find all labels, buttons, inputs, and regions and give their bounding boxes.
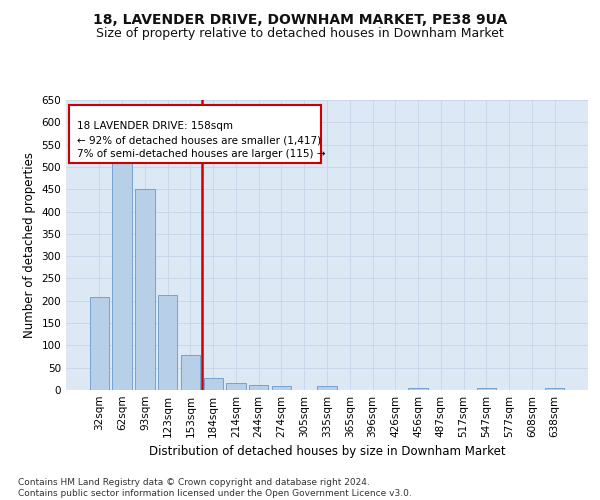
Bar xyxy=(135,189,155,390)
Bar xyxy=(272,386,291,390)
Y-axis label: Number of detached properties: Number of detached properties xyxy=(23,152,36,338)
Bar xyxy=(249,384,268,390)
Bar xyxy=(409,388,428,390)
Bar xyxy=(545,388,564,390)
Text: Size of property relative to detached houses in Downham Market: Size of property relative to detached ho… xyxy=(96,28,504,40)
Bar xyxy=(112,154,132,390)
Text: 18, LAVENDER DRIVE, DOWNHAM MARKET, PE38 9UA: 18, LAVENDER DRIVE, DOWNHAM MARKET, PE38… xyxy=(93,12,507,26)
Bar xyxy=(476,388,496,390)
Bar xyxy=(158,296,178,390)
Text: 18 LAVENDER DRIVE: 158sqm
← 92% of detached houses are smaller (1,417)
7% of sem: 18 LAVENDER DRIVE: 158sqm ← 92% of detac… xyxy=(77,121,325,159)
Bar xyxy=(181,355,200,390)
Bar xyxy=(90,297,109,390)
Bar xyxy=(203,378,223,390)
X-axis label: Distribution of detached houses by size in Downham Market: Distribution of detached houses by size … xyxy=(149,446,505,458)
Bar xyxy=(226,384,245,390)
Bar xyxy=(317,386,337,390)
Text: Contains HM Land Registry data © Crown copyright and database right 2024.
Contai: Contains HM Land Registry data © Crown c… xyxy=(18,478,412,498)
